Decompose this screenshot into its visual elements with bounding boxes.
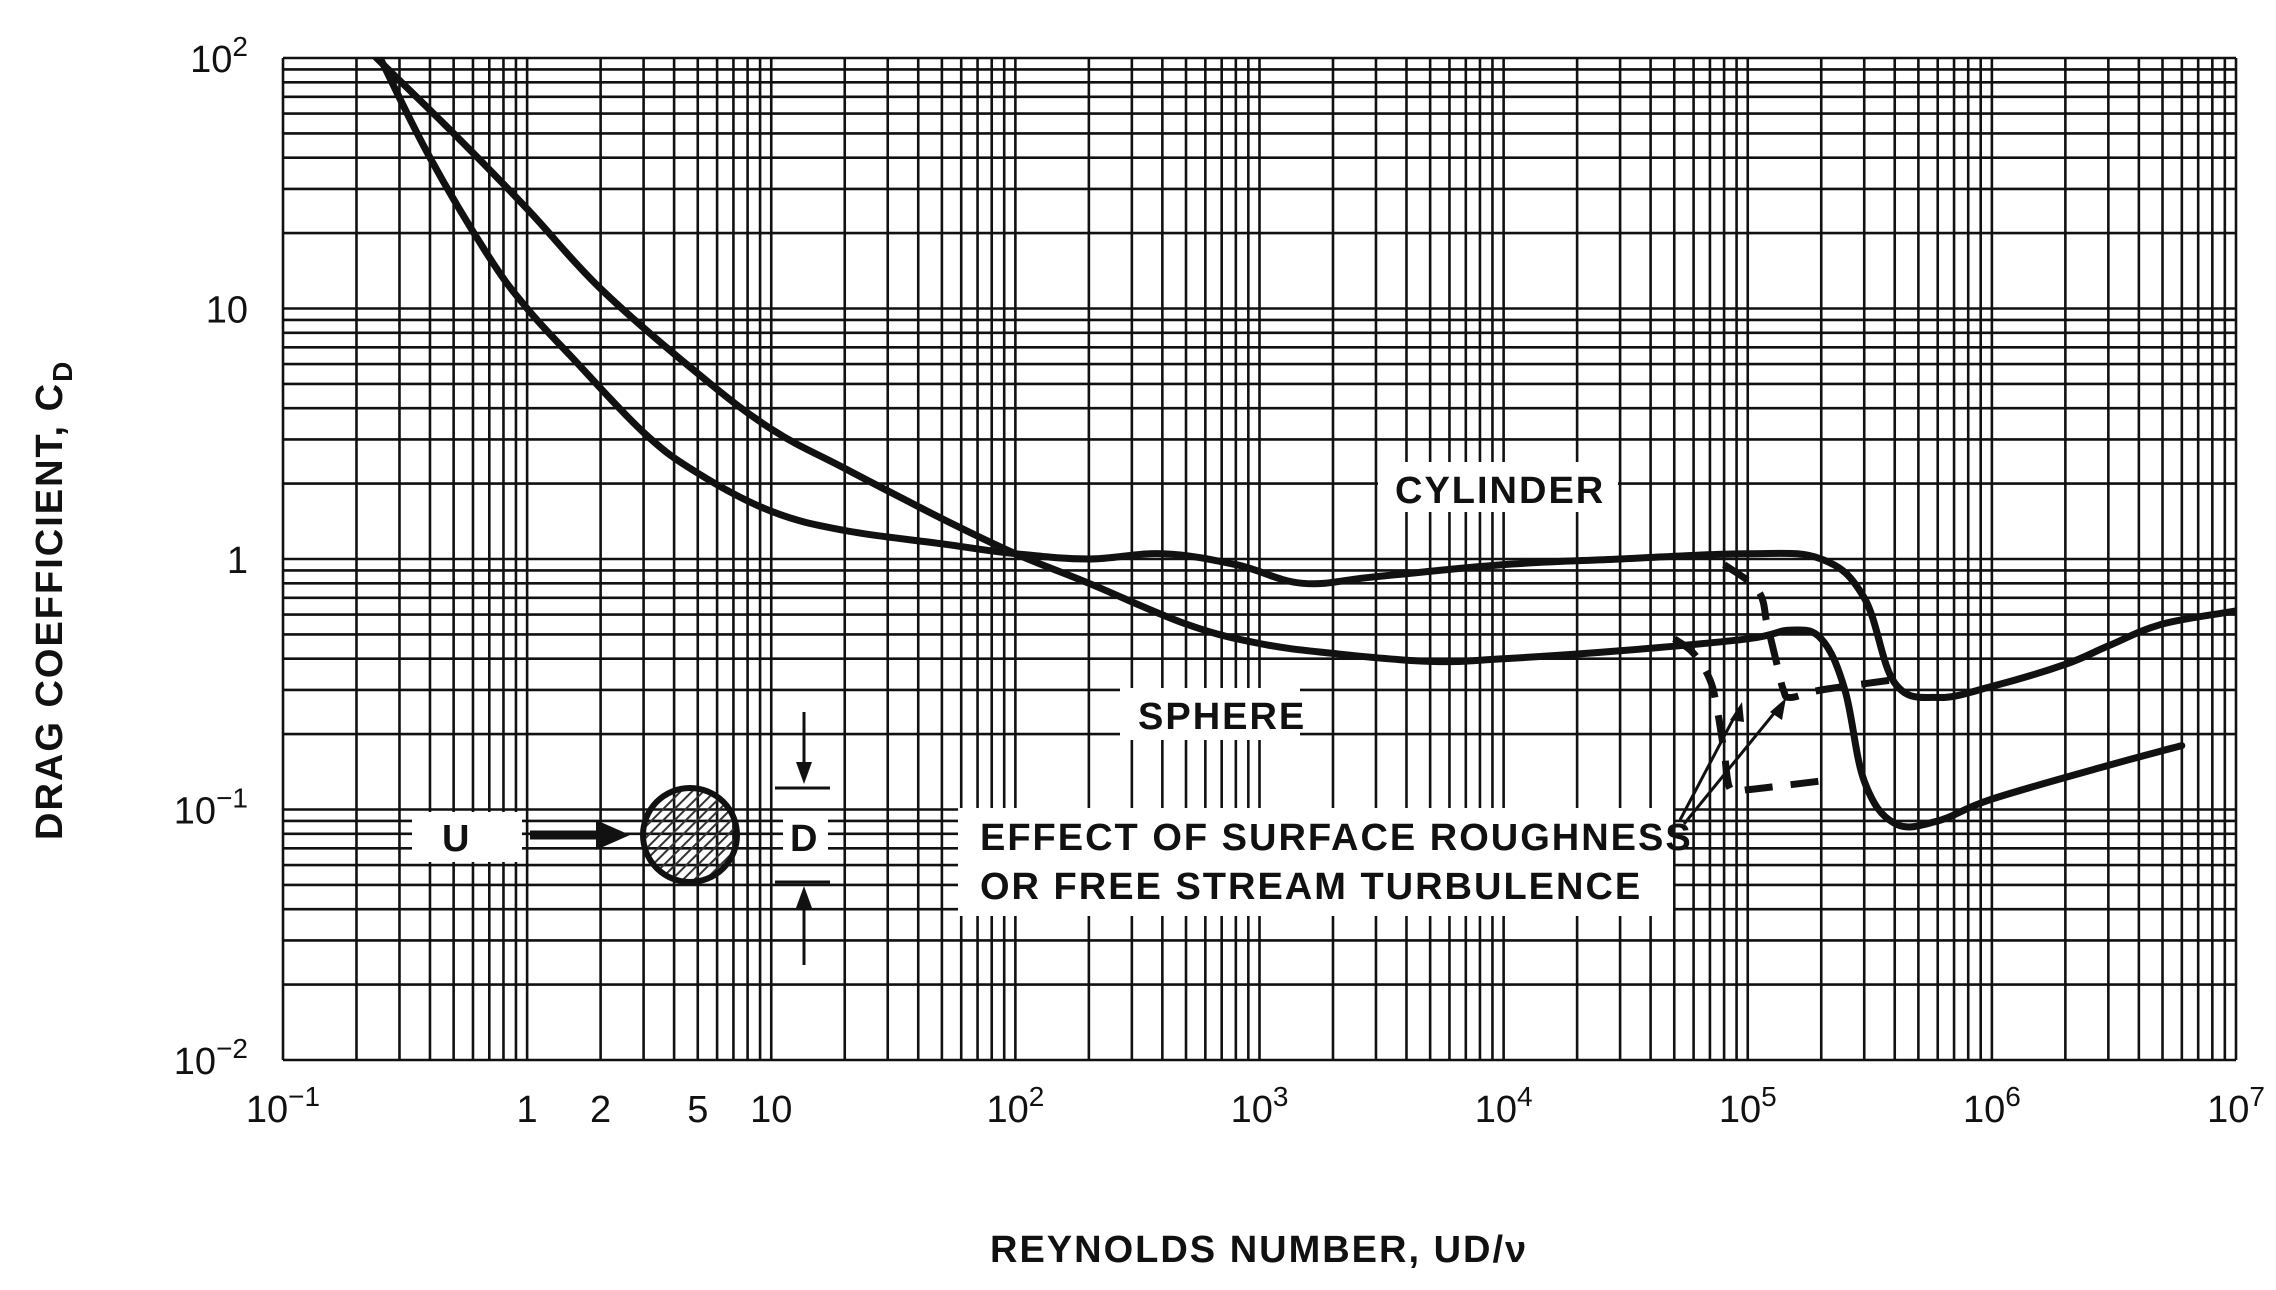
x-axis-title: REYNOLDS NUMBER, UD/ν — [990, 1229, 1528, 1271]
x-tick-label: 5 — [687, 1089, 708, 1131]
x-tick-label: 105 — [1719, 1081, 1777, 1131]
roughness-note-line2: OR FREE STREAM TURBULENCE — [980, 866, 1642, 908]
diameter-arrow-top-icon — [796, 762, 812, 784]
x-tick-label: 1 — [517, 1089, 538, 1131]
diameter-label: D — [790, 818, 819, 860]
x-tick-label: 107 — [2207, 1081, 2265, 1131]
sphere-label: SPHERE — [1138, 696, 1306, 738]
roughness-note-line1: EFFECT OF SURFACE ROUGHNESS — [980, 817, 1693, 859]
x-tick-label: 10 — [750, 1089, 792, 1131]
x-tick-label: 10−1 — [246, 1081, 320, 1131]
roughness-note-bg — [958, 808, 1673, 916]
y-tick-label: 102 — [190, 31, 248, 81]
cylinder-label-bg — [1378, 462, 1618, 512]
roughness-leader-arrows — [1678, 698, 1786, 825]
y-axis-title: DRAG COEFFICIENT, CD — [29, 360, 78, 840]
velocity-label: U — [442, 818, 471, 860]
cylinder-label: CYLINDER — [1395, 470, 1605, 512]
x-tick-label: 102 — [986, 1081, 1044, 1131]
tick-labels: 10−1 1 2 5 10 102 103 104 105 106 10710210110−110−… — [174, 31, 2265, 1131]
body-cross-section — [640, 785, 740, 885]
roughness-dashed-curve-2 — [1721, 561, 1896, 702]
x-tick-label: 103 — [1231, 1081, 1289, 1131]
y-tick-label: 10−2 — [174, 1033, 248, 1083]
flow-arrow-icon — [596, 820, 630, 850]
diameter-arrow-bottom-icon — [796, 886, 812, 908]
sphere-curve — [371, 58, 2186, 831]
x-tick-label: 104 — [1475, 1081, 1533, 1131]
x-tick-label: 106 — [1963, 1081, 2021, 1131]
y-tick-label: 1 — [227, 540, 248, 582]
y-tick-label: 10−1 — [174, 783, 248, 833]
flow-inset-diagram: U D — [412, 712, 830, 965]
cylinder-curve — [376, 58, 2236, 702]
x-tick-label: 2 — [590, 1089, 611, 1131]
curves — [371, 58, 2236, 831]
roughness-dashed-curve-3 — [1672, 635, 1822, 797]
sphere-label-bg — [1120, 688, 1300, 740]
y-tick-label: 10 — [206, 290, 248, 332]
